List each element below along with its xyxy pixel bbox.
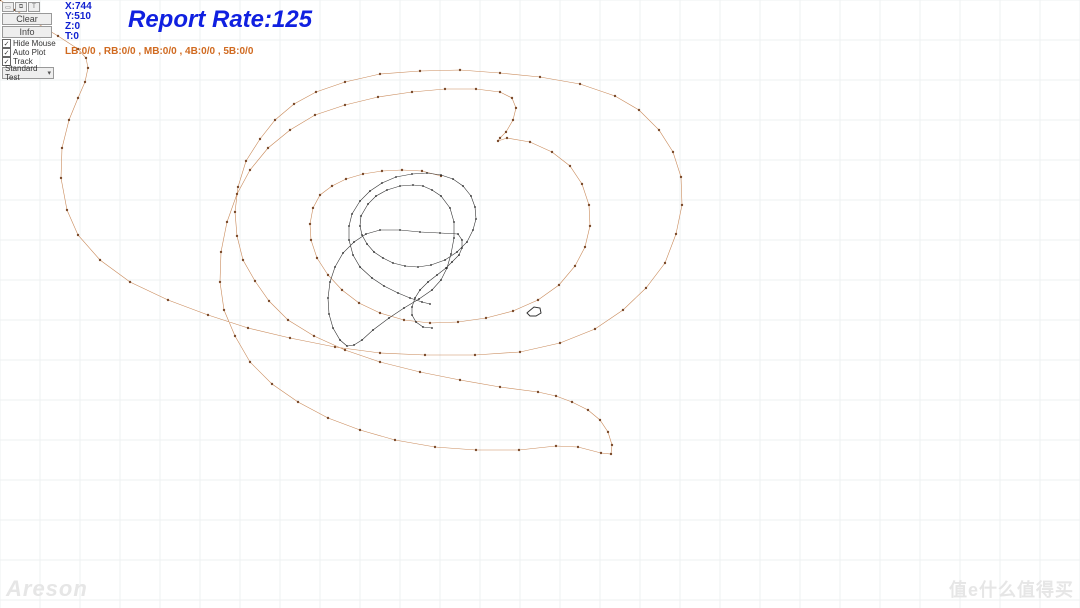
info-button[interactable]: Info	[2, 26, 52, 38]
select-value: Standard Test	[5, 64, 47, 82]
brand-right: 值e什么值得买	[949, 576, 1074, 602]
report-rate-label: Report Rate:	[128, 6, 272, 33]
save-icon[interactable]: ▭	[2, 2, 14, 12]
chevron-down-icon: ▾	[47, 69, 51, 77]
copy-icon[interactable]: ⧉	[15, 2, 27, 12]
clear-button[interactable]: Clear	[2, 13, 52, 25]
outer-spiral	[0, 0, 682, 454]
hide-mouse-checkbox[interactable]: ✓Hide Mouse	[2, 39, 56, 48]
toolbar-panel: ▭⧉T Clear Info ✓Hide Mouse✓Auto Plot✓Tra…	[2, 2, 56, 79]
checkbox-label: Auto Plot	[13, 48, 45, 57]
plot-canvas[interactable]: Areson 值e什么值得买	[0, 0, 1080, 608]
auto-plot-checkbox[interactable]: ✓Auto Plot	[2, 48, 56, 57]
inner-spiral	[328, 173, 476, 346]
report-rate-value: 125	[272, 6, 312, 33]
coord-t: T:0	[65, 32, 92, 42]
report-rate: Report Rate:125	[128, 6, 312, 34]
checkbox-label: Hide Mouse	[13, 39, 56, 48]
coords-readout: X:744 Y:510 Z:0 T:0	[65, 2, 92, 42]
checkbox-icon: ✓	[2, 48, 11, 57]
checkbox-icon: ✓	[2, 39, 11, 48]
scribble-mark	[527, 307, 541, 316]
text-icon[interactable]: T	[28, 2, 40, 12]
brand-left: Areson	[6, 576, 88, 602]
button-counts: LB:0/0 , RB:0/0 , MB:0/0 , 4B:0/0 , 5B:0…	[65, 46, 253, 57]
test-mode-select[interactable]: Standard Test ▾	[2, 67, 54, 79]
mouse-track-plot	[0, 0, 1080, 608]
